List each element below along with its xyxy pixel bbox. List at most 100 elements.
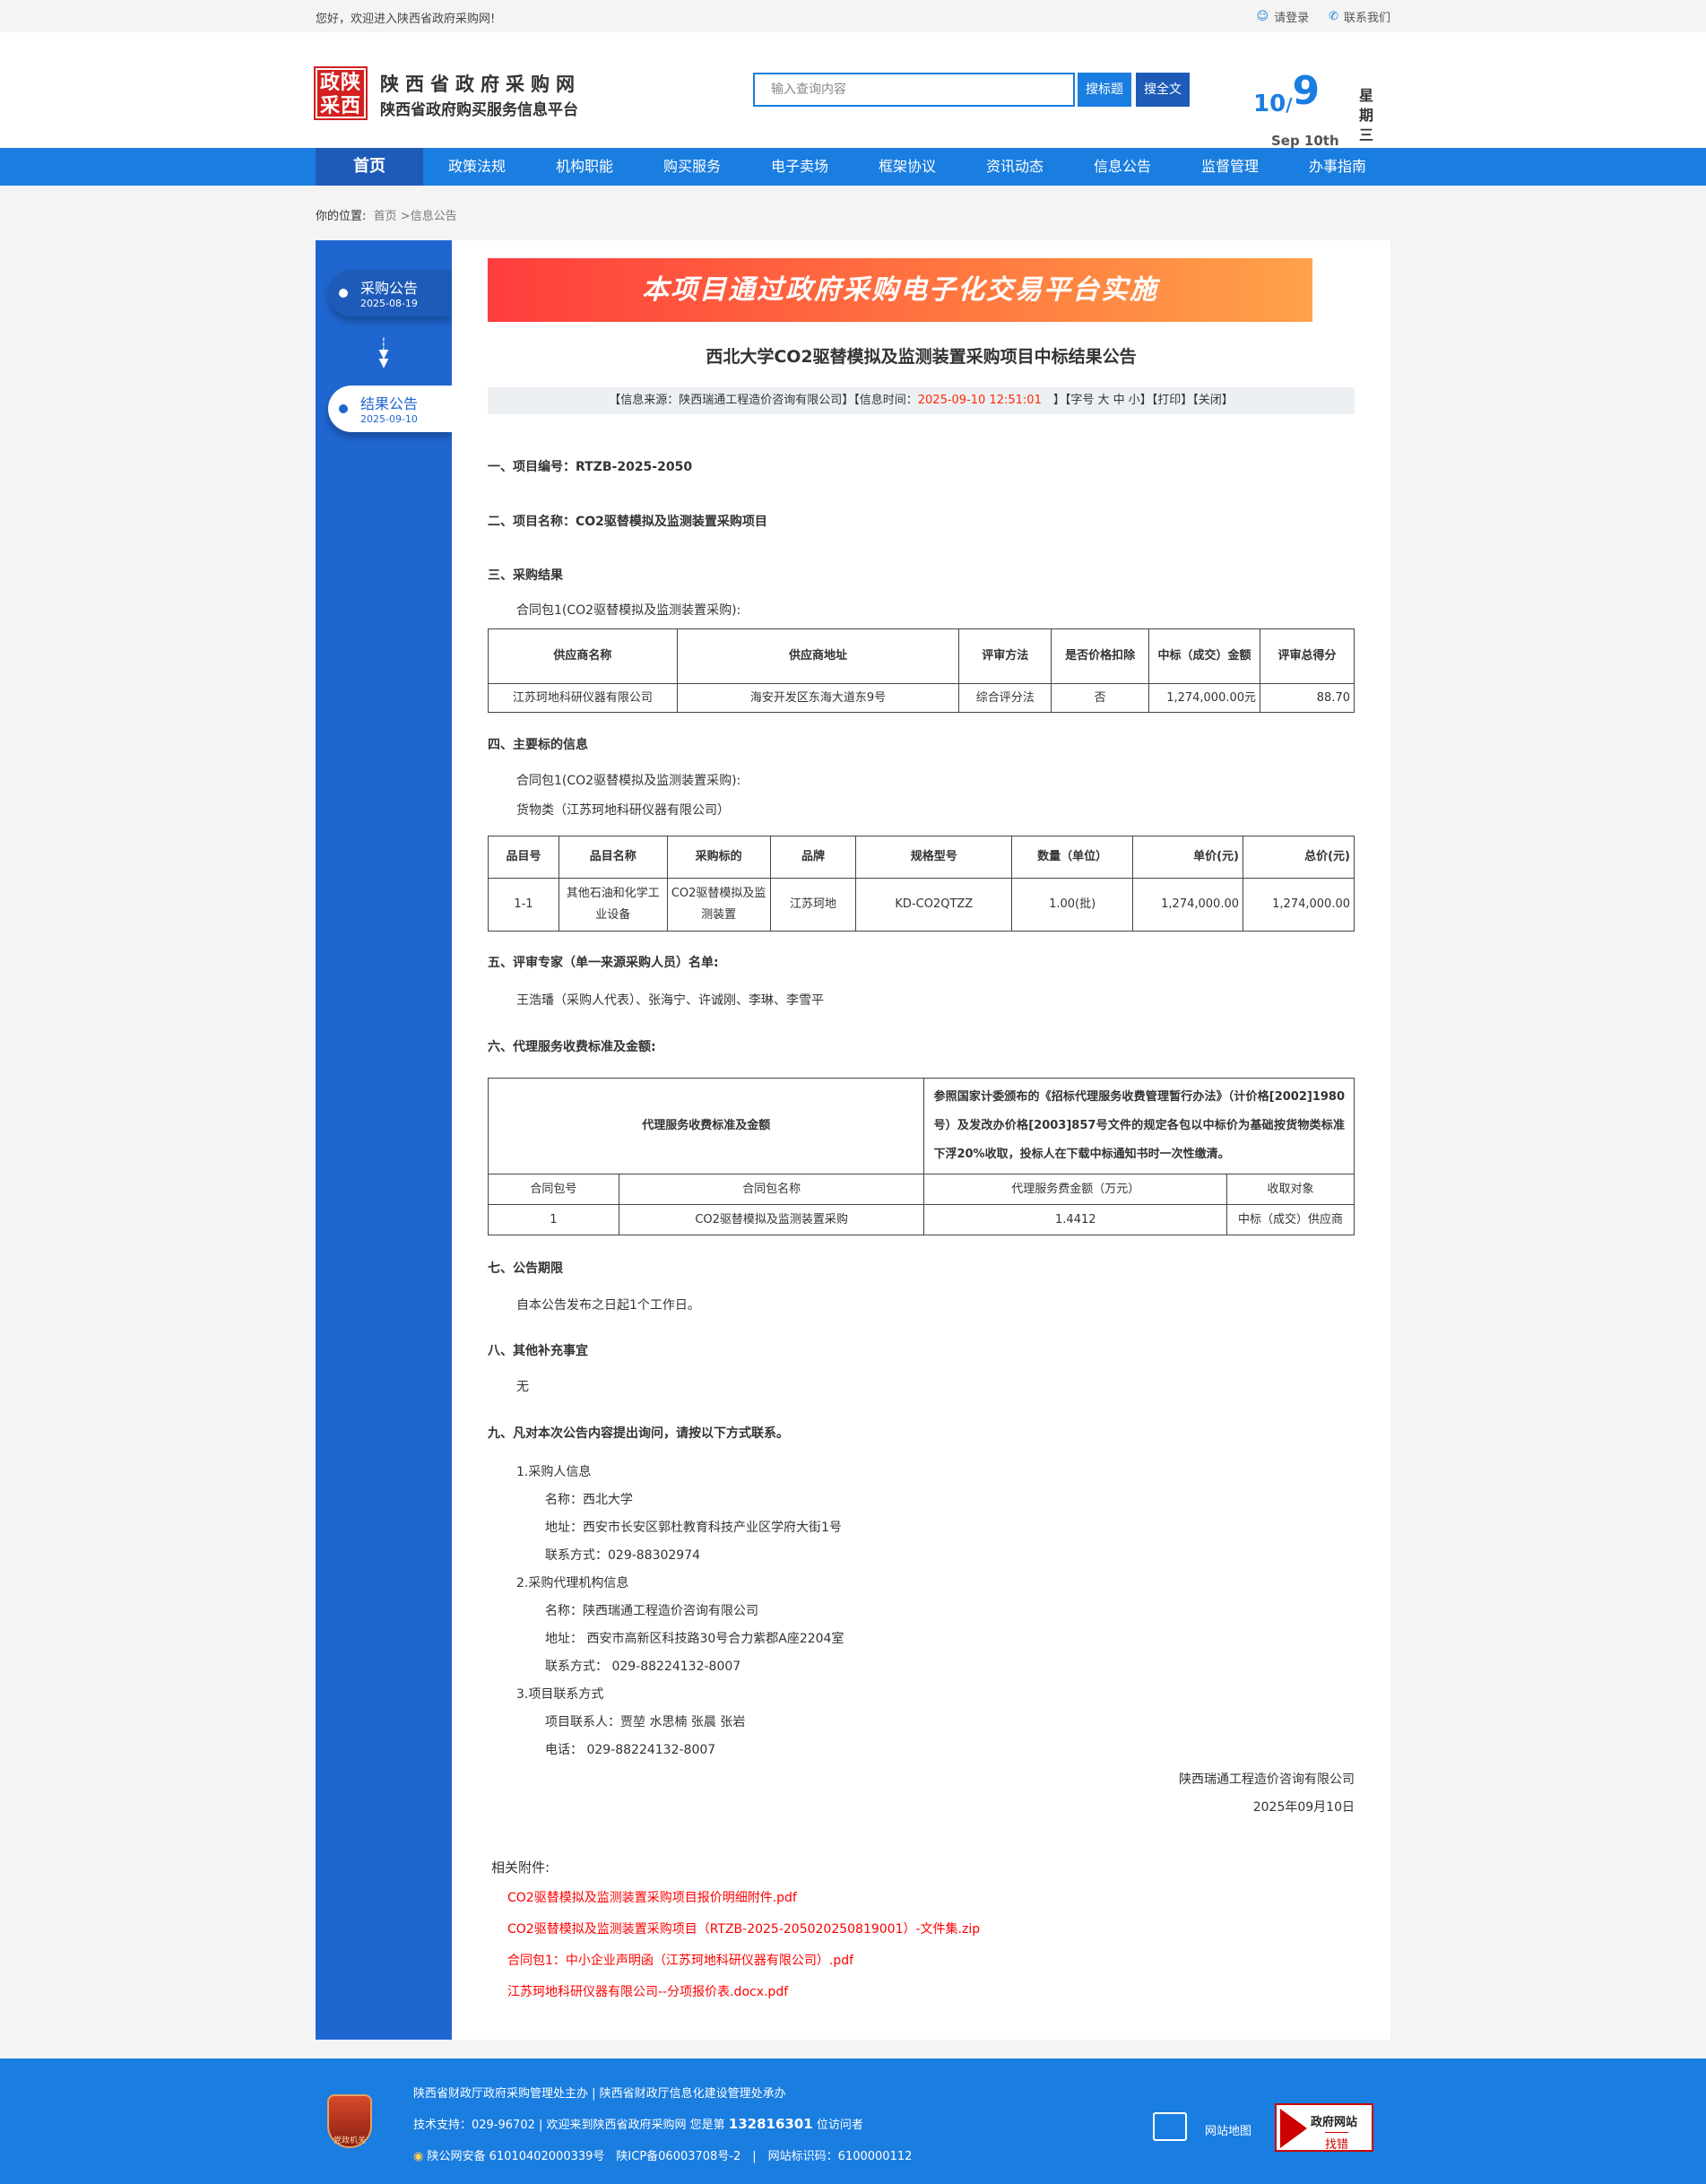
section-contact-heading: 九、凡对本次公告内容提出询问，请按以下方式联系。 (488, 1426, 789, 1441)
attachment-link[interactable]: 江苏珂地科研仪器有限公司--分项报价表.docx.pdf (507, 1985, 789, 1999)
items-category: 货物类（江苏珂地科研仪器有限公司） (516, 803, 730, 818)
section-experts-heading: 五、评审专家（单一来源采购人员）名单: (488, 956, 719, 970)
nav-announcements[interactable]: 信息公告 (1093, 158, 1151, 175)
cell: 1,274,000.00 (1132, 878, 1243, 932)
footer-registration: ◉ 陕公网安备 61010402000339号 陕ICP备06003708号-2… (413, 2146, 912, 2163)
breadcrumb-home[interactable]: 首页 (373, 210, 397, 223)
footer-support-text: 技术支持：029-96702 | 欢迎来到陕西省政府采购网 您是第 (413, 2119, 729, 2132)
section-other-heading: 八、其他补充事宜 (488, 1344, 588, 1358)
cell: 江苏珂地科研仪器有限公司 (488, 683, 678, 713)
site-subtitle: 陕西省政府购买服务信息平台 (380, 101, 578, 119)
contact-purchaser-title: 1.采购人信息 (516, 1465, 592, 1479)
th-supplier: 供应商名称 (488, 628, 678, 684)
nav-institutions[interactable]: 机构职能 (555, 158, 613, 175)
search-title-button[interactable]: 搜标题 (1078, 73, 1131, 107)
login-link[interactable]: ☺ 请登录 (1257, 8, 1310, 25)
section-period-heading: 七、公告期限 (488, 1261, 563, 1276)
arrow-down-icon: ┆ ▼ ▼ (378, 338, 389, 370)
th: 代理服务费金额（万元） (923, 1174, 1228, 1205)
nav-news[interactable]: 资讯动态 (985, 158, 1044, 175)
table-row: 1 CO2驱替模拟及监测装置采购 1.4412 中标（成交）供应商 (488, 1204, 1355, 1235)
th: 品目号 (488, 836, 559, 879)
contact-block: 1.采购人信息 名称：西北大学 地址：西安市长安区郭杜教育科技产业区学府大街1号… (488, 1459, 1355, 1764)
site-logo[interactable]: 政陕 采西 (314, 66, 368, 120)
platform-banner: 本项目通过政府采购电子化交易平台实施 (488, 258, 1312, 322)
footer-registration-text[interactable]: 陕公网安备 61010402000339号 陕ICP备06003708号-2 |… (427, 2150, 913, 2163)
footer-support-suffix: 位访问者 (812, 2119, 863, 2132)
cell: 1-1 (488, 878, 559, 932)
government-site-findbug-button[interactable]: 政府网站 找错 (1275, 2103, 1373, 2152)
breadcrumb: 你的位置: 首页 >信息公告 (316, 206, 457, 223)
th: 合同包名称 (618, 1174, 925, 1205)
party-government-emblem[interactable]: 党政机关 (327, 2094, 372, 2148)
nav-framework[interactable]: 框架协议 (878, 158, 936, 175)
nav-supervision[interactable]: 监督管理 (1200, 158, 1259, 175)
nav-policy[interactable]: 政策法规 (447, 158, 506, 175)
cell: 1.4412 (923, 1204, 1228, 1235)
date-sep: / (1286, 94, 1293, 116)
cell: 综合评分法 (958, 683, 1052, 713)
breadcrumb-current[interactable]: 信息公告 (410, 210, 457, 223)
contact-agency-address: 地址： 西安市高新区科技路30号合力紫郡A座2204室 (545, 1632, 844, 1646)
th-address: 供应商地址 (676, 628, 960, 684)
attachment-link[interactable]: CO2驱替模拟及监测装置采购项目（RTZB-2025-2050202508190… (507, 1922, 981, 1937)
cell: 1,274,000.00 (1243, 878, 1355, 932)
map-icon[interactable] (1153, 2112, 1187, 2141)
nav-home[interactable]: 首页 (316, 148, 423, 186)
contact-project-person: 项目联系人：贾堃 水思楠 张晨 张岩 (545, 1715, 746, 1729)
cell: 88.70 (1260, 683, 1355, 713)
sidebar-item-label: 采购公告 (360, 280, 419, 297)
visitor-count: 132816301 (728, 2116, 813, 2132)
search-fulltext-button[interactable]: 搜全文 (1136, 73, 1190, 107)
meta-time: 2025-09-10 12:51:01 (917, 394, 1042, 407)
th: 采购标的 (666, 836, 771, 879)
th: 品牌 (769, 836, 857, 879)
nav-emall[interactable]: 电子卖场 (770, 158, 828, 175)
th: 总价(元) (1243, 836, 1355, 879)
attachment-link[interactable]: CO2驱替模拟及监测装置采购项目报价明细附件.pdf (507, 1891, 797, 1905)
police-badge-icon: ◉ (413, 2150, 424, 2163)
date-day: 9 (1292, 68, 1321, 114)
cell: 中标（成交）供应商 (1226, 1204, 1355, 1235)
contact-project-phone: 电话： 029-88224132-8007 (545, 1743, 716, 1757)
cell: 其他石油和化学工业设备 (558, 878, 668, 932)
sidebar-item-procurement-notice[interactable]: 采购公告 2025-08-19 (328, 270, 452, 316)
findbug-bottom-label: 找错 (1325, 2132, 1349, 2152)
meta-source: 【信息来源：陕西瑞通工程造价咨询有限公司】【信息时间： (609, 394, 918, 407)
greeting: 您好，欢迎进入陕西省政府采购网! (316, 13, 496, 26)
other-text: 无 (516, 1380, 529, 1394)
site-title: 陕西省政府采购网 (380, 74, 581, 95)
sidebar-item-result-notice[interactable]: 结果公告 2025-09-10 (328, 386, 452, 432)
section-result-heading: 三、采购结果 (488, 568, 563, 583)
main-nav: 首页 政策法规 机构职能 购买服务 电子卖场 框架协议 资讯动态 信息公告 监督… (0, 148, 1706, 186)
nav-guide[interactable]: 办事指南 (1308, 158, 1366, 175)
signature-date: 2025年09月10日 (1252, 1800, 1355, 1815)
contact-agency-title: 2.采购代理机构信息 (516, 1576, 629, 1590)
th: 品目名称 (558, 836, 668, 879)
breadcrumb-sep: > (396, 210, 411, 223)
th: 收取对象 (1226, 1174, 1355, 1205)
attachment-link[interactable]: 合同包1：中小企业声明函（江苏珂地科研仪器有限公司）.pdf (507, 1954, 854, 1968)
section-items-heading: 四、主要标的信息 (488, 738, 588, 752)
cell: KD-CO2QTZZ (855, 878, 1013, 932)
date-display: 10/9 (1253, 68, 1320, 121)
signature-org: 陕西瑞通工程造价咨询有限公司 (1179, 1772, 1355, 1787)
top-bar: 您好，欢迎进入陕西省政府采购网! ☺ 请登录 ✆ 联系我们 (0, 0, 1706, 32)
th: 单价(元) (1132, 836, 1243, 879)
nav-purchase-service[interactable]: 购买服务 (662, 158, 721, 175)
sitemap-link[interactable]: 网站地图 (1205, 2125, 1252, 2138)
contact-agency-name: 名称：陕西瑞通工程造价咨询有限公司 (545, 1604, 758, 1618)
login-label: 请登录 (1274, 12, 1310, 25)
section-project-name: 二、项目名称：CO2驱替模拟及监测装置采购项目 (488, 515, 767, 529)
footer-sponsor: 陕西省财政厅政府采购管理处主办 | 陕西省财政厅信息化建设管理处承办 (413, 2087, 786, 2101)
contact-link[interactable]: ✆ 联系我们 (1329, 8, 1390, 25)
th: 数量（单位） (1011, 836, 1134, 879)
th-amount: 中标（成交）金额 (1148, 628, 1261, 684)
search-input[interactable]: 输入查询内容 (753, 73, 1075, 107)
fee-standard-text: 参照国家计委颁布的《招标代理服务收费管理暂行办法》（计价格[2002]1980号… (923, 1078, 1355, 1174)
contact-purchaser-phone: 联系方式：029-88302974 (545, 1548, 701, 1563)
th-price-deduction: 是否价格扣除 (1051, 628, 1150, 684)
contact-agency-phone: 联系方式： 029-88224132-8007 (545, 1660, 741, 1674)
meta-tools[interactable]: 】【字号 大 中 小】【打印】【关闭】 (1041, 394, 1234, 407)
table-row: 江苏珂地科研仪器有限公司 海安开发区东海大道东9号 综合评分法否 1,274,000.… (488, 683, 1355, 713)
